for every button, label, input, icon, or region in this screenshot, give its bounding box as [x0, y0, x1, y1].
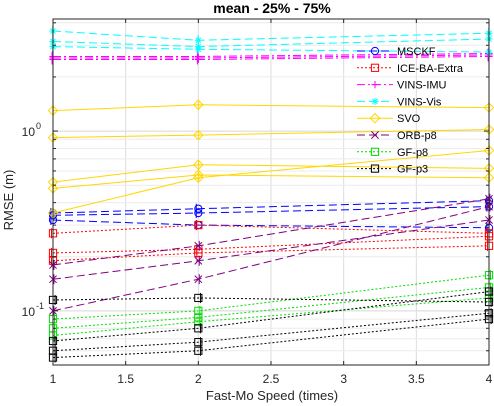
- legend-marker: [370, 164, 380, 173]
- legend-label: VINS-Vis: [397, 96, 442, 108]
- y-tick-label: 10: [22, 125, 36, 139]
- x-tick-label: 1: [50, 372, 57, 386]
- x-tick-label: 4: [486, 372, 493, 386]
- data-point: [194, 45, 202, 53]
- y-axis-label: RMSE (m): [1, 170, 16, 231]
- legend-entry-msckf: MSCKF: [357, 46, 436, 58]
- legend-entry-vins-vis: VINS-Vis: [357, 96, 442, 108]
- legend-marker: [370, 46, 380, 56]
- data-point: [194, 317, 203, 326]
- chart-legend: MSCKF ICE-BA-Extra VINS-IMU VINS-Vis SVO ORB-…: [357, 46, 464, 176]
- data-point: [194, 248, 203, 258]
- x-tick-label: 3: [340, 372, 347, 386]
- series-line: [52, 224, 490, 234]
- data-point: [194, 208, 203, 218]
- x-tick-label: 2.5: [263, 372, 280, 386]
- data-point: [194, 220, 203, 230]
- data-point: [194, 256, 203, 265]
- series-line: [52, 318, 490, 359]
- y-tick-label: 10: [22, 305, 36, 319]
- series-line: [52, 200, 490, 214]
- legend-label: VINS-IMU: [397, 80, 447, 92]
- series-line: [52, 286, 490, 329]
- grid: [52, 19, 490, 366]
- x-tick-label: 1.5: [117, 372, 134, 386]
- legend-marker: [369, 112, 381, 124]
- data-point: [194, 204, 203, 213]
- data-point: [193, 99, 204, 111]
- legend-label: GF-p3: [397, 164, 428, 176]
- y-tick-exponent: 0: [36, 121, 41, 131]
- legend-entry-ice-ba-extra: ICE-BA-Extra: [357, 63, 464, 75]
- series-line: [52, 297, 490, 303]
- legend-label: MSCKF: [397, 46, 436, 58]
- data-point: [194, 36, 202, 44]
- data-point: [194, 313, 203, 322]
- x-tick-label: 3.5: [408, 372, 425, 386]
- legend-entry-orb-p8: ORB-p8: [357, 130, 437, 142]
- data-point: [194, 275, 203, 284]
- series-line: [52, 297, 490, 336]
- series-line: [52, 312, 490, 352]
- legend-entry-vins-imu: VINS-IMU: [357, 80, 447, 92]
- legend-marker: [370, 147, 380, 156]
- data-point: [194, 293, 203, 303]
- series-line: [52, 274, 490, 320]
- legend-marker: [371, 97, 379, 105]
- data-point: [194, 241, 203, 250]
- legend-entry-svo: SVO: [357, 112, 421, 125]
- legend-marker: [370, 63, 380, 72]
- series-gf-p3: [48, 286, 494, 363]
- legend-entry-gf-p8: GF-p8: [357, 147, 428, 159]
- legend-label: ORB-p8: [397, 130, 437, 142]
- series-line: [52, 291, 490, 342]
- legend-marker: [371, 81, 379, 89]
- data-point: [194, 338, 203, 347]
- legend-label: ICE-BA-Extra: [397, 63, 464, 75]
- legend-label: SVO: [397, 113, 421, 125]
- data-point: [193, 159, 204, 171]
- x-tick-label: 2: [195, 372, 202, 386]
- data-point: [193, 172, 204, 184]
- legend-entry-gf-p3: GF-p3: [357, 164, 428, 176]
- x-axis-label: Fast-Mo Speed (times): [206, 388, 338, 403]
- data-point: [194, 324, 203, 333]
- chart-title: mean - 25% - 75%: [213, 0, 331, 16]
- y-tick-exponent: -1: [36, 301, 44, 311]
- x-axis: 1 1.5 2 2.5 3 3.5 4: [50, 19, 493, 386]
- legend-label: GF-p8: [397, 147, 428, 159]
- legend-marker: [371, 131, 379, 139]
- data-point: [193, 129, 204, 141]
- data-point: [194, 306, 203, 315]
- data-point: [194, 346, 203, 355]
- series-line: [52, 206, 490, 216]
